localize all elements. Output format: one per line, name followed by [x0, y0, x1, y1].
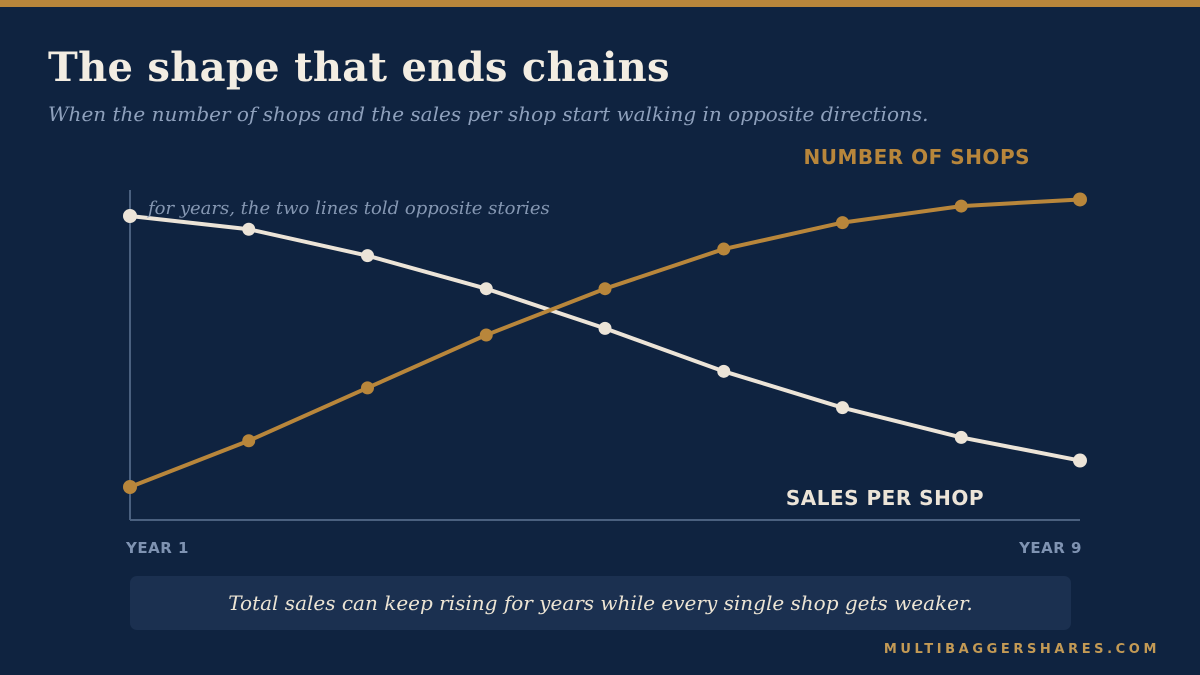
data-point-sales-9 — [1073, 453, 1087, 468]
data-point-sales-5 — [598, 321, 612, 335]
data-point-shops-2 — [242, 434, 256, 448]
data-point-sales-1 — [123, 209, 137, 223]
data-point-shops-7 — [836, 216, 849, 230]
chart-axes — [129, 190, 1080, 521]
data-point-sales-8 — [954, 430, 968, 444]
series-label-number-of-shops: NUMBER OF SHOPS — [804, 145, 1030, 169]
data-point-sales-6 — [717, 364, 731, 378]
chart-annotation: for years, the two lines told opposite s… — [146, 198, 550, 219]
data-point-sales-7 — [836, 401, 849, 415]
brand-watermark: MULTIBAGGERSHARES.COM — [883, 642, 1160, 657]
x-tick-label-1: YEAR 1 — [125, 539, 189, 557]
data-point-sales-2 — [242, 222, 256, 236]
page-subtitle: When the number of shops and the sales p… — [48, 102, 929, 126]
series-label-sales-per-shop: SALES PER SHOP — [786, 486, 984, 510]
page-title: The shape that ends chains — [48, 44, 670, 91]
data-point-sales-3 — [361, 249, 374, 263]
series-line-sales-per-shop — [128, 214, 1082, 463]
series-line-number-of-shops — [128, 197, 1082, 489]
data-point-shops-6 — [717, 242, 731, 256]
top-accent-bar — [0, 0, 1200, 7]
takeaway-box: Total sales can keep rising for years wh… — [130, 576, 1071, 630]
data-point-shops-1 — [123, 480, 137, 494]
data-point-shops-3 — [361, 381, 374, 395]
takeaway-text: Total sales can keep rising for years wh… — [228, 591, 973, 615]
data-point-sales-4 — [479, 282, 493, 296]
data-point-shops-8 — [954, 199, 968, 213]
data-point-shops-5 — [598, 282, 612, 296]
chart-labels: NUMBER OF SHOPS SALES PER SHOP for years, … — [125, 145, 1082, 557]
data-point-shops-9 — [1073, 192, 1087, 207]
chart-lines — [128, 197, 1082, 489]
data-point-shops-4 — [479, 328, 493, 342]
chart-points — [123, 192, 1087, 494]
x-tick-label-9: YEAR 9 — [1018, 539, 1082, 557]
